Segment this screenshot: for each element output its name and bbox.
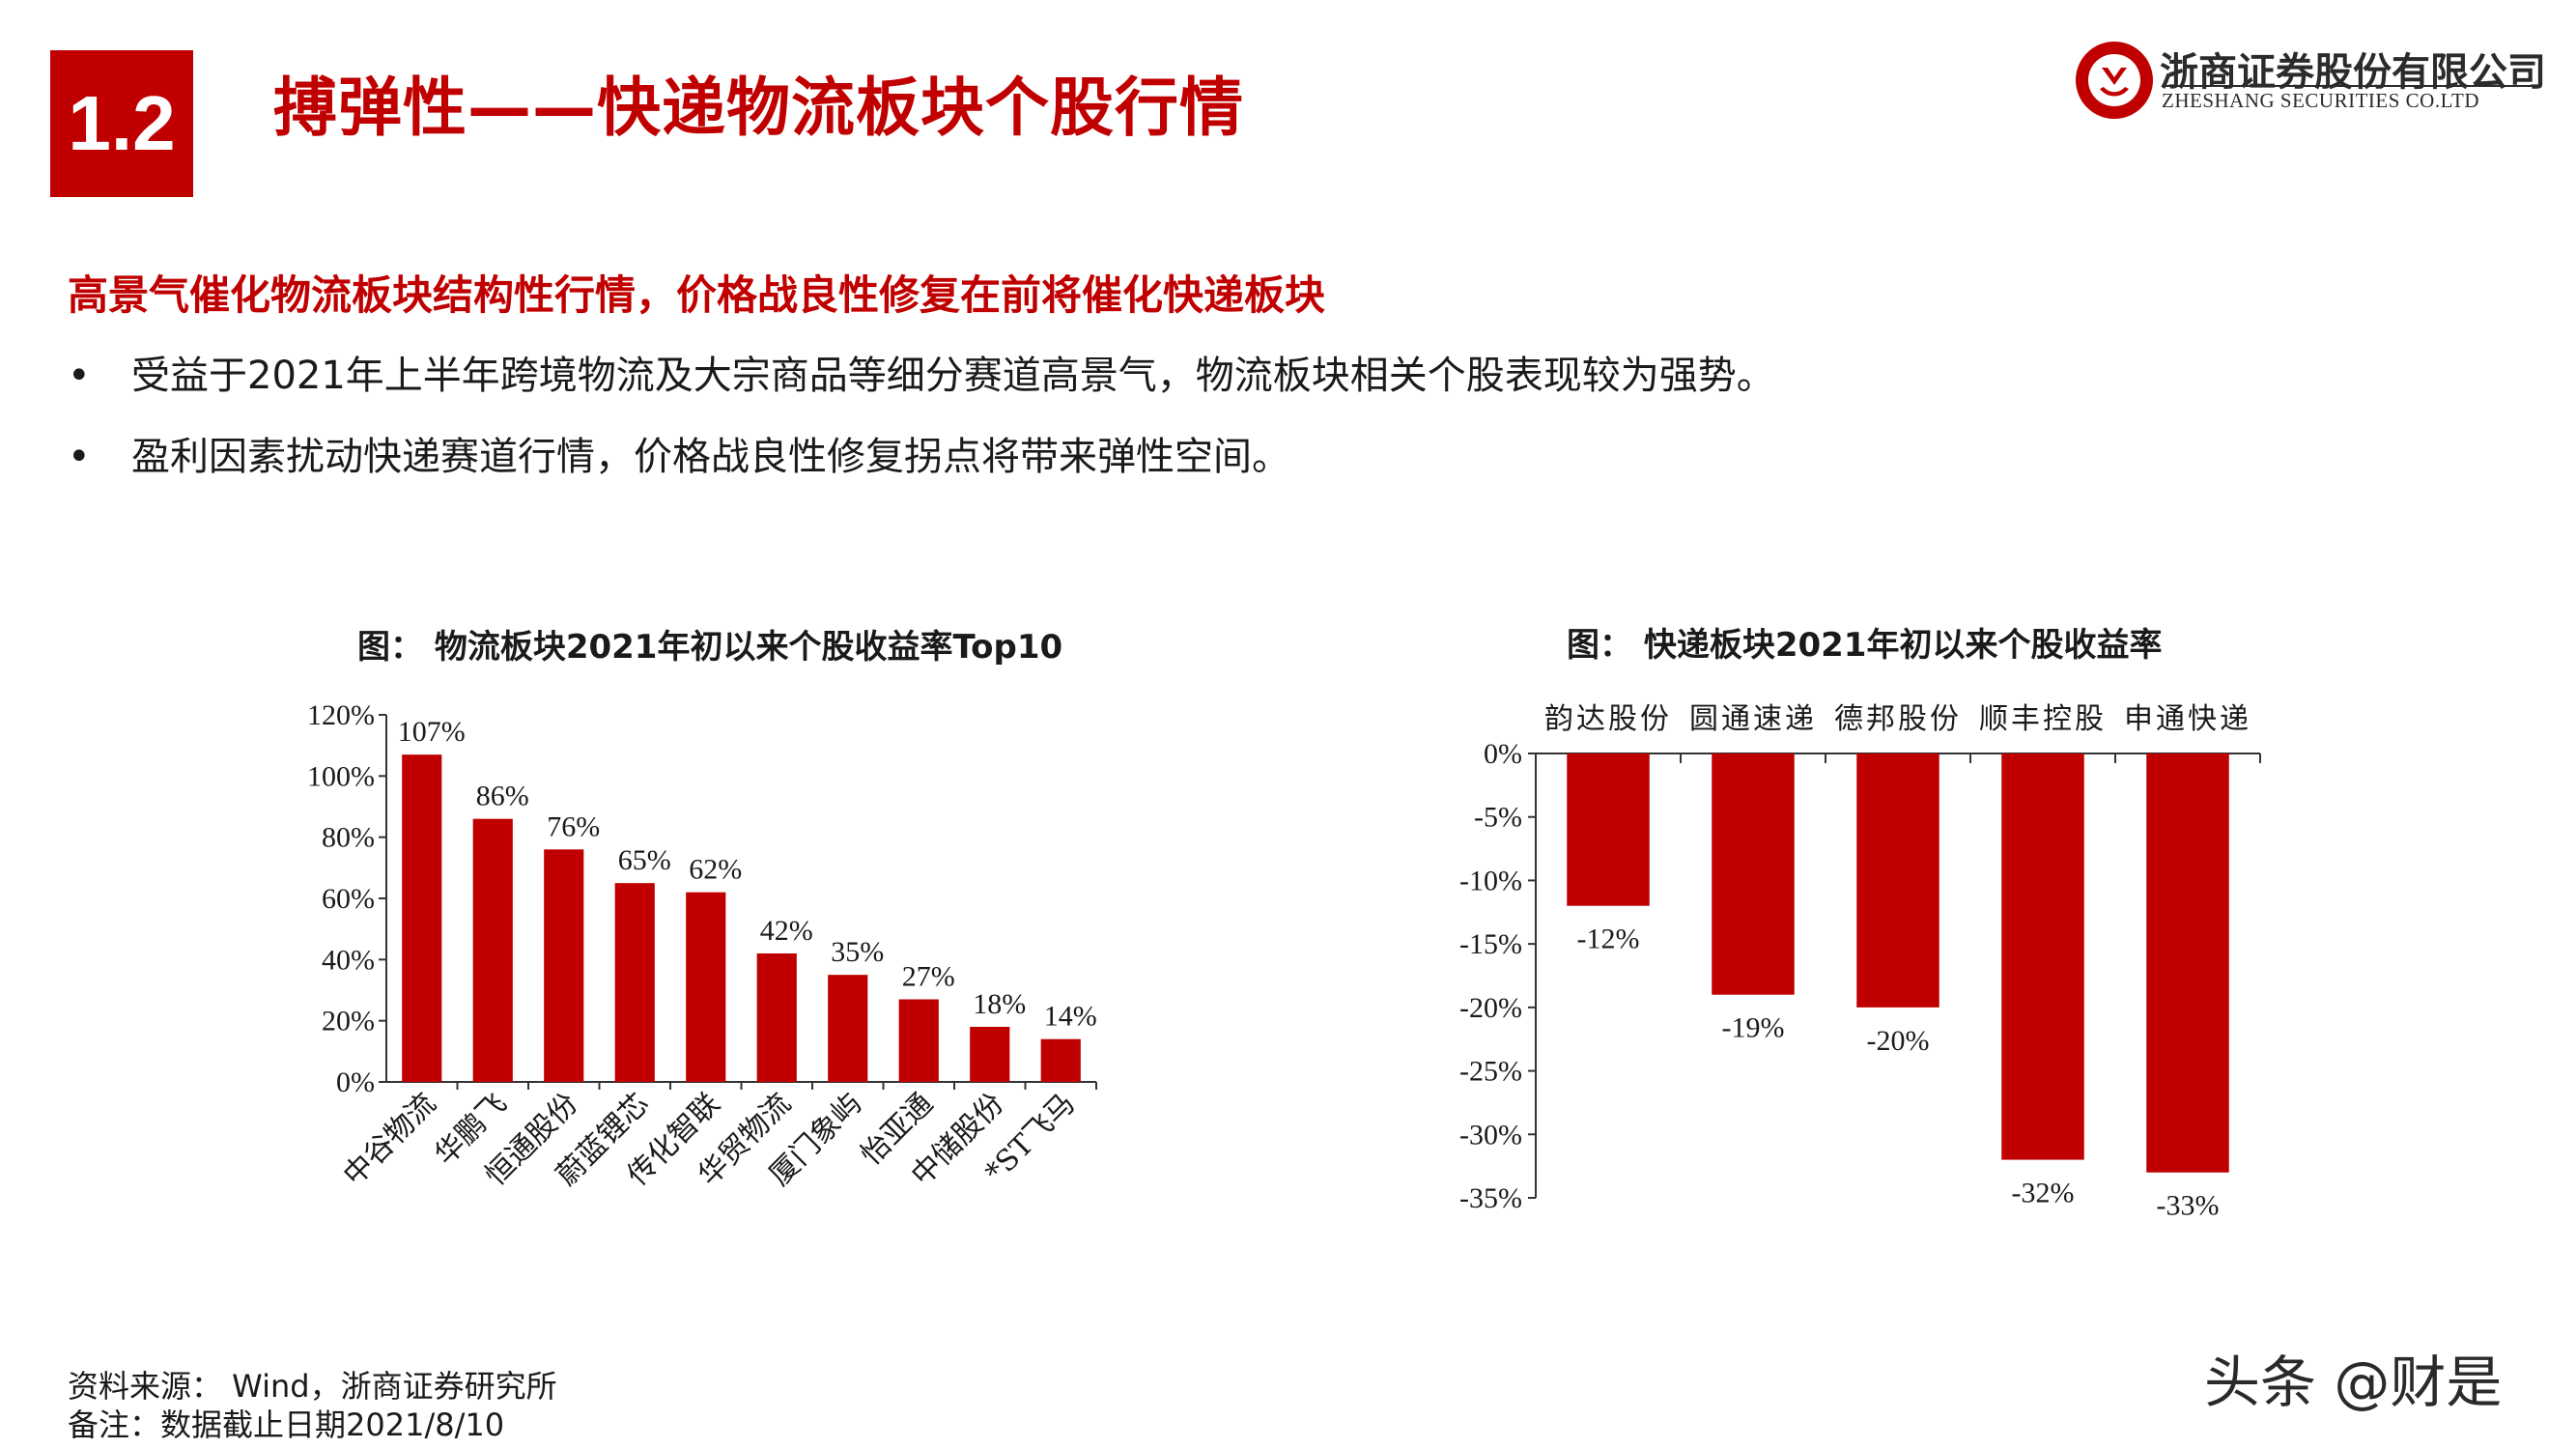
- bar: [402, 754, 442, 1082]
- bar: [1856, 753, 1939, 1008]
- y-tick-label: -30%: [1459, 1119, 1522, 1151]
- y-tick-label: -10%: [1459, 865, 1522, 896]
- data-label: 76%: [547, 810, 600, 842]
- bar: [472, 818, 513, 1082]
- category-label: 圆通速递: [1689, 702, 1817, 736]
- bar: [544, 849, 584, 1082]
- category-label: 顺丰控股: [1979, 702, 2107, 736]
- data-label: 35%: [831, 936, 884, 968]
- logistics-returns-chart: 0%20%40%60%80%100%120%107%中谷物流86%华鹏飞76%恒…: [307, 699, 1097, 1193]
- data-label: 14%: [1044, 1001, 1097, 1033]
- bullet-dot: •: [68, 435, 91, 479]
- chart-title-express: 图： 快递板块2021年初以来个股收益率: [1567, 626, 2163, 665]
- bar: [2001, 753, 2084, 1160]
- chart-title-logistics: 图： 物流板块2021年初以来个股收益率Top10: [357, 628, 1063, 667]
- data-label: -33%: [2157, 1190, 2220, 1222]
- data-label: 107%: [398, 716, 466, 748]
- data-label: 62%: [689, 854, 742, 886]
- y-tick-label: 80%: [322, 822, 375, 854]
- data-label: 65%: [618, 844, 671, 876]
- bar: [2146, 753, 2229, 1173]
- y-tick-label: 20%: [322, 1006, 375, 1037]
- zheshang-logo-icon: [2076, 42, 2153, 119]
- data-label: 86%: [476, 781, 529, 812]
- bar: [1040, 1038, 1081, 1082]
- bar: [614, 883, 655, 1082]
- logo-company-name-cn: 浙商证券股份有限公司: [2160, 50, 2546, 95]
- bar: [1567, 753, 1650, 906]
- bullet-text: 盈利因素扰动快递赛道行情，价格战良性修复拐点将带来弹性空间。: [131, 435, 1290, 479]
- data-label: 27%: [902, 961, 955, 993]
- y-tick-label: 60%: [322, 883, 375, 915]
- category-label: 申通快递: [2124, 702, 2251, 736]
- date-note: 备注：数据截止日期2021/8/10: [68, 1406, 505, 1443]
- company-logo: 浙商证券股份有限公司 ZHESHANG SECURITIES CO.LTD: [2073, 39, 2546, 126]
- watermark: 头条 @财是: [2204, 1350, 2503, 1415]
- y-tick-label: -35%: [1459, 1182, 1522, 1214]
- y-tick-label: -25%: [1459, 1056, 1522, 1088]
- logo-divider: [2162, 85, 2533, 87]
- data-label: -19%: [1722, 1012, 1785, 1044]
- data-label: 42%: [760, 915, 813, 947]
- y-tick-label: -20%: [1459, 992, 1522, 1024]
- category-label: 中谷物流: [337, 1087, 443, 1193]
- y-tick-label: -5%: [1474, 802, 1522, 834]
- page-title: 搏弹性——快递物流板块个股行情: [273, 71, 1244, 145]
- headline: 高景气催化物流板块结构性行情，价格战良性修复在前将催化快递板块: [68, 271, 1326, 319]
- section-number-badge: 1.2: [50, 50, 193, 197]
- y-tick-label: 40%: [322, 944, 375, 976]
- express-returns-chart: 0% -5% -10% -15% -20% -25% -30% -35% -12% 韵达股份 -19…: [1459, 702, 2261, 1222]
- bar: [1712, 753, 1795, 995]
- y-tick-label: 0%: [336, 1066, 375, 1098]
- bar: [686, 892, 726, 1082]
- y-tick-label: 0%: [1484, 738, 1522, 770]
- category-label: 德邦股份: [1834, 702, 1962, 736]
- bullet-dot: •: [68, 354, 91, 398]
- y-tick-label: -15%: [1459, 928, 1522, 960]
- data-label: -20%: [1867, 1025, 1930, 1057]
- category-label: 韵达股份: [1544, 702, 1672, 736]
- data-label: -32%: [2012, 1178, 2075, 1209]
- y-tick-label: 100%: [307, 760, 375, 792]
- bar: [898, 999, 939, 1082]
- bar: [970, 1027, 1010, 1082]
- data-label: -12%: [1577, 923, 1640, 955]
- data-label: 18%: [973, 988, 1026, 1020]
- bar: [828, 975, 868, 1082]
- source-note: 资料来源： Wind，浙商证券研究所: [68, 1368, 557, 1405]
- section-number: 1.2: [68, 80, 176, 166]
- bullet-item-1: • 受益于2021年上半年跨境物流及大宗商品等细分赛道高景气，物流板块相关个股表现…: [68, 344, 1775, 400]
- logo-company-name-en: ZHESHANG SECURITIES CO.LTD: [2162, 89, 2479, 112]
- bar: [756, 953, 797, 1082]
- y-tick-label: 120%: [307, 699, 375, 731]
- bullet-text: 受益于2021年上半年跨境物流及大宗商品等细分赛道高景气，物流板块相关个股表现较…: [131, 354, 1775, 398]
- bullet-item-2: • 盈利因素扰动快递赛道行情，价格战良性修复拐点将带来弹性空间。: [68, 425, 1290, 481]
